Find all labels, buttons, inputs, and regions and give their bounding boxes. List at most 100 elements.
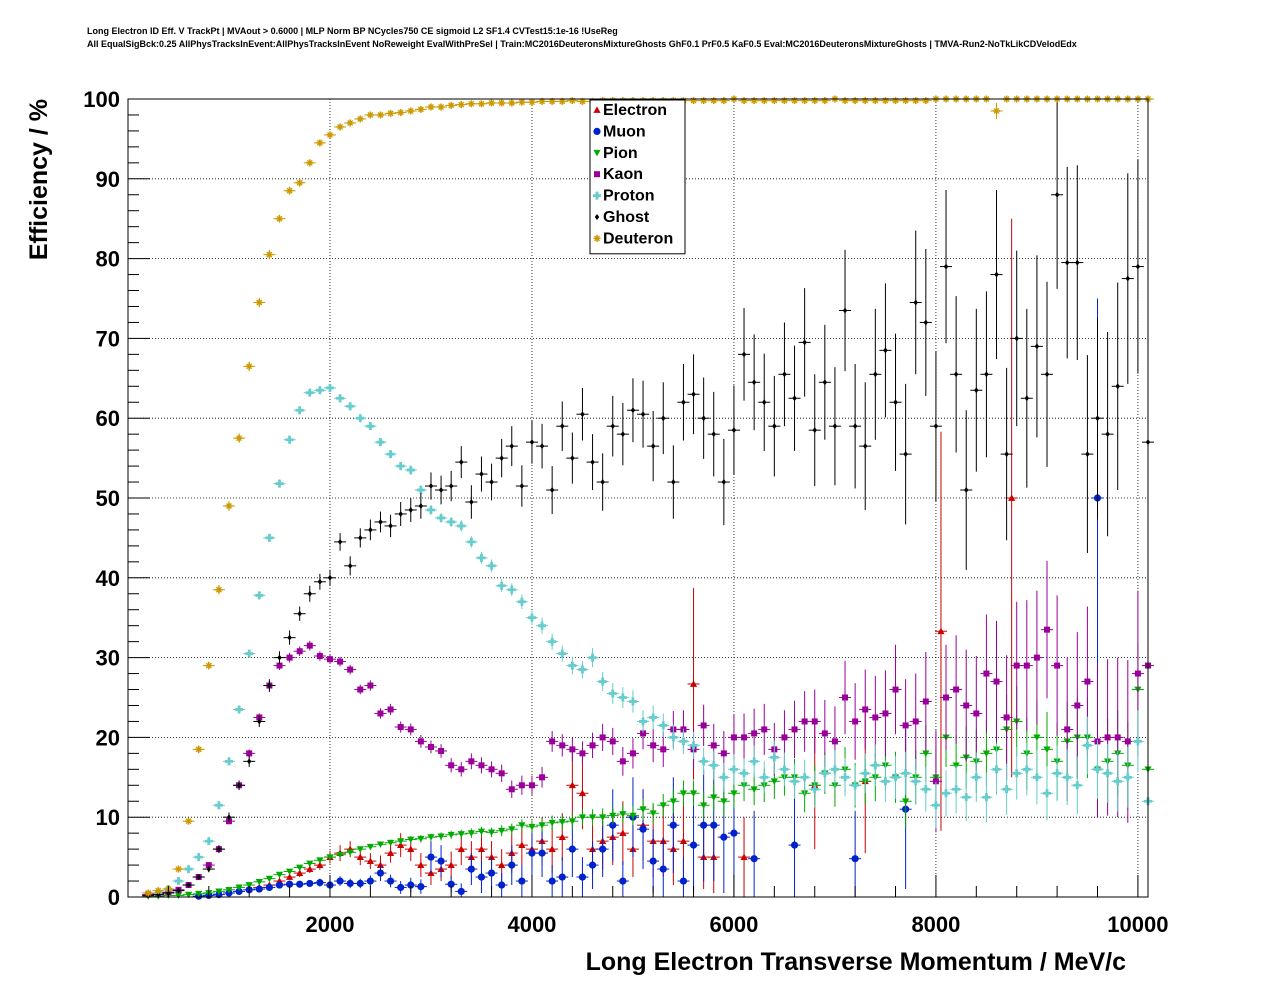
data-point bbox=[447, 517, 456, 526]
data-point bbox=[578, 873, 587, 881]
data-point bbox=[953, 686, 960, 693]
star-arm bbox=[327, 131, 333, 138]
data-point bbox=[851, 781, 860, 790]
data-point bbox=[509, 443, 514, 450]
data-point bbox=[578, 789, 587, 797]
data-point bbox=[750, 855, 758, 863]
data-point bbox=[174, 865, 182, 873]
data-point bbox=[700, 722, 707, 729]
star-arm bbox=[498, 100, 505, 106]
legend-label-kaon: Kaon bbox=[603, 166, 643, 183]
data-point bbox=[590, 459, 595, 466]
star-arm bbox=[407, 108, 414, 114]
data-point bbox=[933, 423, 939, 430]
data-point bbox=[245, 362, 253, 370]
data-point bbox=[993, 107, 1001, 115]
data-point bbox=[851, 97, 859, 105]
data-point bbox=[326, 656, 333, 663]
data-point bbox=[356, 846, 364, 853]
data-point bbox=[992, 765, 1001, 774]
y-tick-label: 0 bbox=[108, 885, 120, 910]
data-point bbox=[388, 522, 393, 529]
data-point bbox=[438, 747, 445, 754]
star-arm bbox=[226, 503, 232, 509]
data-point bbox=[468, 758, 475, 765]
data-point bbox=[477, 845, 486, 852]
data-point bbox=[316, 857, 324, 864]
axis-ticks: 2000 4000 6000 8000 10000 0 10 20 30 40 50 60 70 80 90… bbox=[83, 87, 1168, 937]
data-point bbox=[214, 801, 223, 810]
data-point bbox=[144, 889, 152, 897]
y-tick-label: 70 bbox=[96, 326, 120, 351]
data-point bbox=[1123, 773, 1132, 782]
data-point bbox=[639, 825, 647, 833]
data-point bbox=[195, 890, 203, 898]
data-point bbox=[609, 821, 617, 829]
data-point bbox=[265, 251, 273, 259]
data-point bbox=[458, 766, 465, 773]
data-point bbox=[417, 738, 424, 745]
data-point bbox=[770, 97, 778, 105]
data-point bbox=[882, 710, 889, 717]
data-point bbox=[588, 814, 597, 821]
data-point bbox=[871, 97, 879, 105]
data-point bbox=[346, 849, 354, 856]
data-point bbox=[316, 861, 324, 868]
data-point bbox=[548, 877, 556, 885]
data-point bbox=[428, 483, 434, 490]
data-point bbox=[628, 697, 637, 706]
data-point bbox=[528, 98, 536, 106]
data-point bbox=[337, 538, 343, 545]
data-point bbox=[831, 738, 838, 745]
data-point bbox=[267, 682, 272, 689]
data-point bbox=[772, 423, 777, 430]
data-point bbox=[499, 455, 504, 462]
data-point bbox=[306, 865, 314, 872]
data-point bbox=[937, 627, 945, 635]
data-point bbox=[1125, 275, 1131, 282]
data-point bbox=[709, 761, 718, 770]
data-point bbox=[487, 853, 496, 860]
data-point bbox=[265, 533, 274, 542]
data-point bbox=[356, 879, 364, 888]
star-arm bbox=[387, 110, 394, 117]
data-point bbox=[1034, 343, 1040, 350]
series-kaon bbox=[142, 561, 1154, 898]
data-point bbox=[417, 883, 425, 891]
data-point bbox=[1104, 734, 1111, 741]
data-point bbox=[519, 483, 525, 490]
data-point bbox=[671, 479, 676, 486]
data-point bbox=[407, 845, 415, 852]
data-point bbox=[922, 698, 929, 705]
data-point bbox=[720, 833, 728, 841]
data-point bbox=[649, 810, 657, 817]
star-arm bbox=[296, 179, 303, 186]
data-point bbox=[408, 506, 413, 513]
data-point bbox=[1032, 773, 1041, 782]
legend-marker-deuteron bbox=[593, 234, 601, 242]
chart-title-line2: All EqualSigBck:0.25 AllPhysTracksInEven… bbox=[87, 39, 1077, 49]
star-arm bbox=[316, 139, 323, 146]
data-point bbox=[760, 773, 769, 782]
data-point bbox=[892, 686, 899, 693]
star-arm bbox=[559, 98, 566, 105]
data-point bbox=[397, 883, 405, 892]
data-point bbox=[277, 654, 282, 661]
star-arm bbox=[185, 818, 192, 825]
data-point bbox=[881, 777, 890, 786]
data-point bbox=[1043, 746, 1051, 753]
data-point bbox=[1022, 765, 1031, 774]
data-point bbox=[730, 734, 737, 741]
star-arm bbox=[246, 363, 253, 370]
data-point bbox=[1024, 395, 1030, 402]
data-point bbox=[871, 761, 880, 770]
data-point bbox=[619, 877, 627, 885]
data-point bbox=[842, 307, 848, 314]
data-point bbox=[770, 753, 779, 762]
data-point bbox=[599, 734, 606, 741]
data-point bbox=[457, 845, 465, 852]
star-arm bbox=[397, 109, 404, 116]
data-point bbox=[235, 884, 243, 892]
data-point bbox=[255, 885, 263, 893]
data-point bbox=[346, 879, 354, 888]
